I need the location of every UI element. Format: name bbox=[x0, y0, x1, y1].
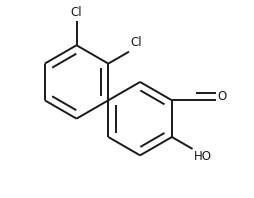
Text: Cl: Cl bbox=[130, 36, 142, 49]
Text: HO: HO bbox=[194, 150, 212, 163]
Text: Cl: Cl bbox=[71, 6, 82, 19]
Text: O: O bbox=[217, 90, 227, 103]
